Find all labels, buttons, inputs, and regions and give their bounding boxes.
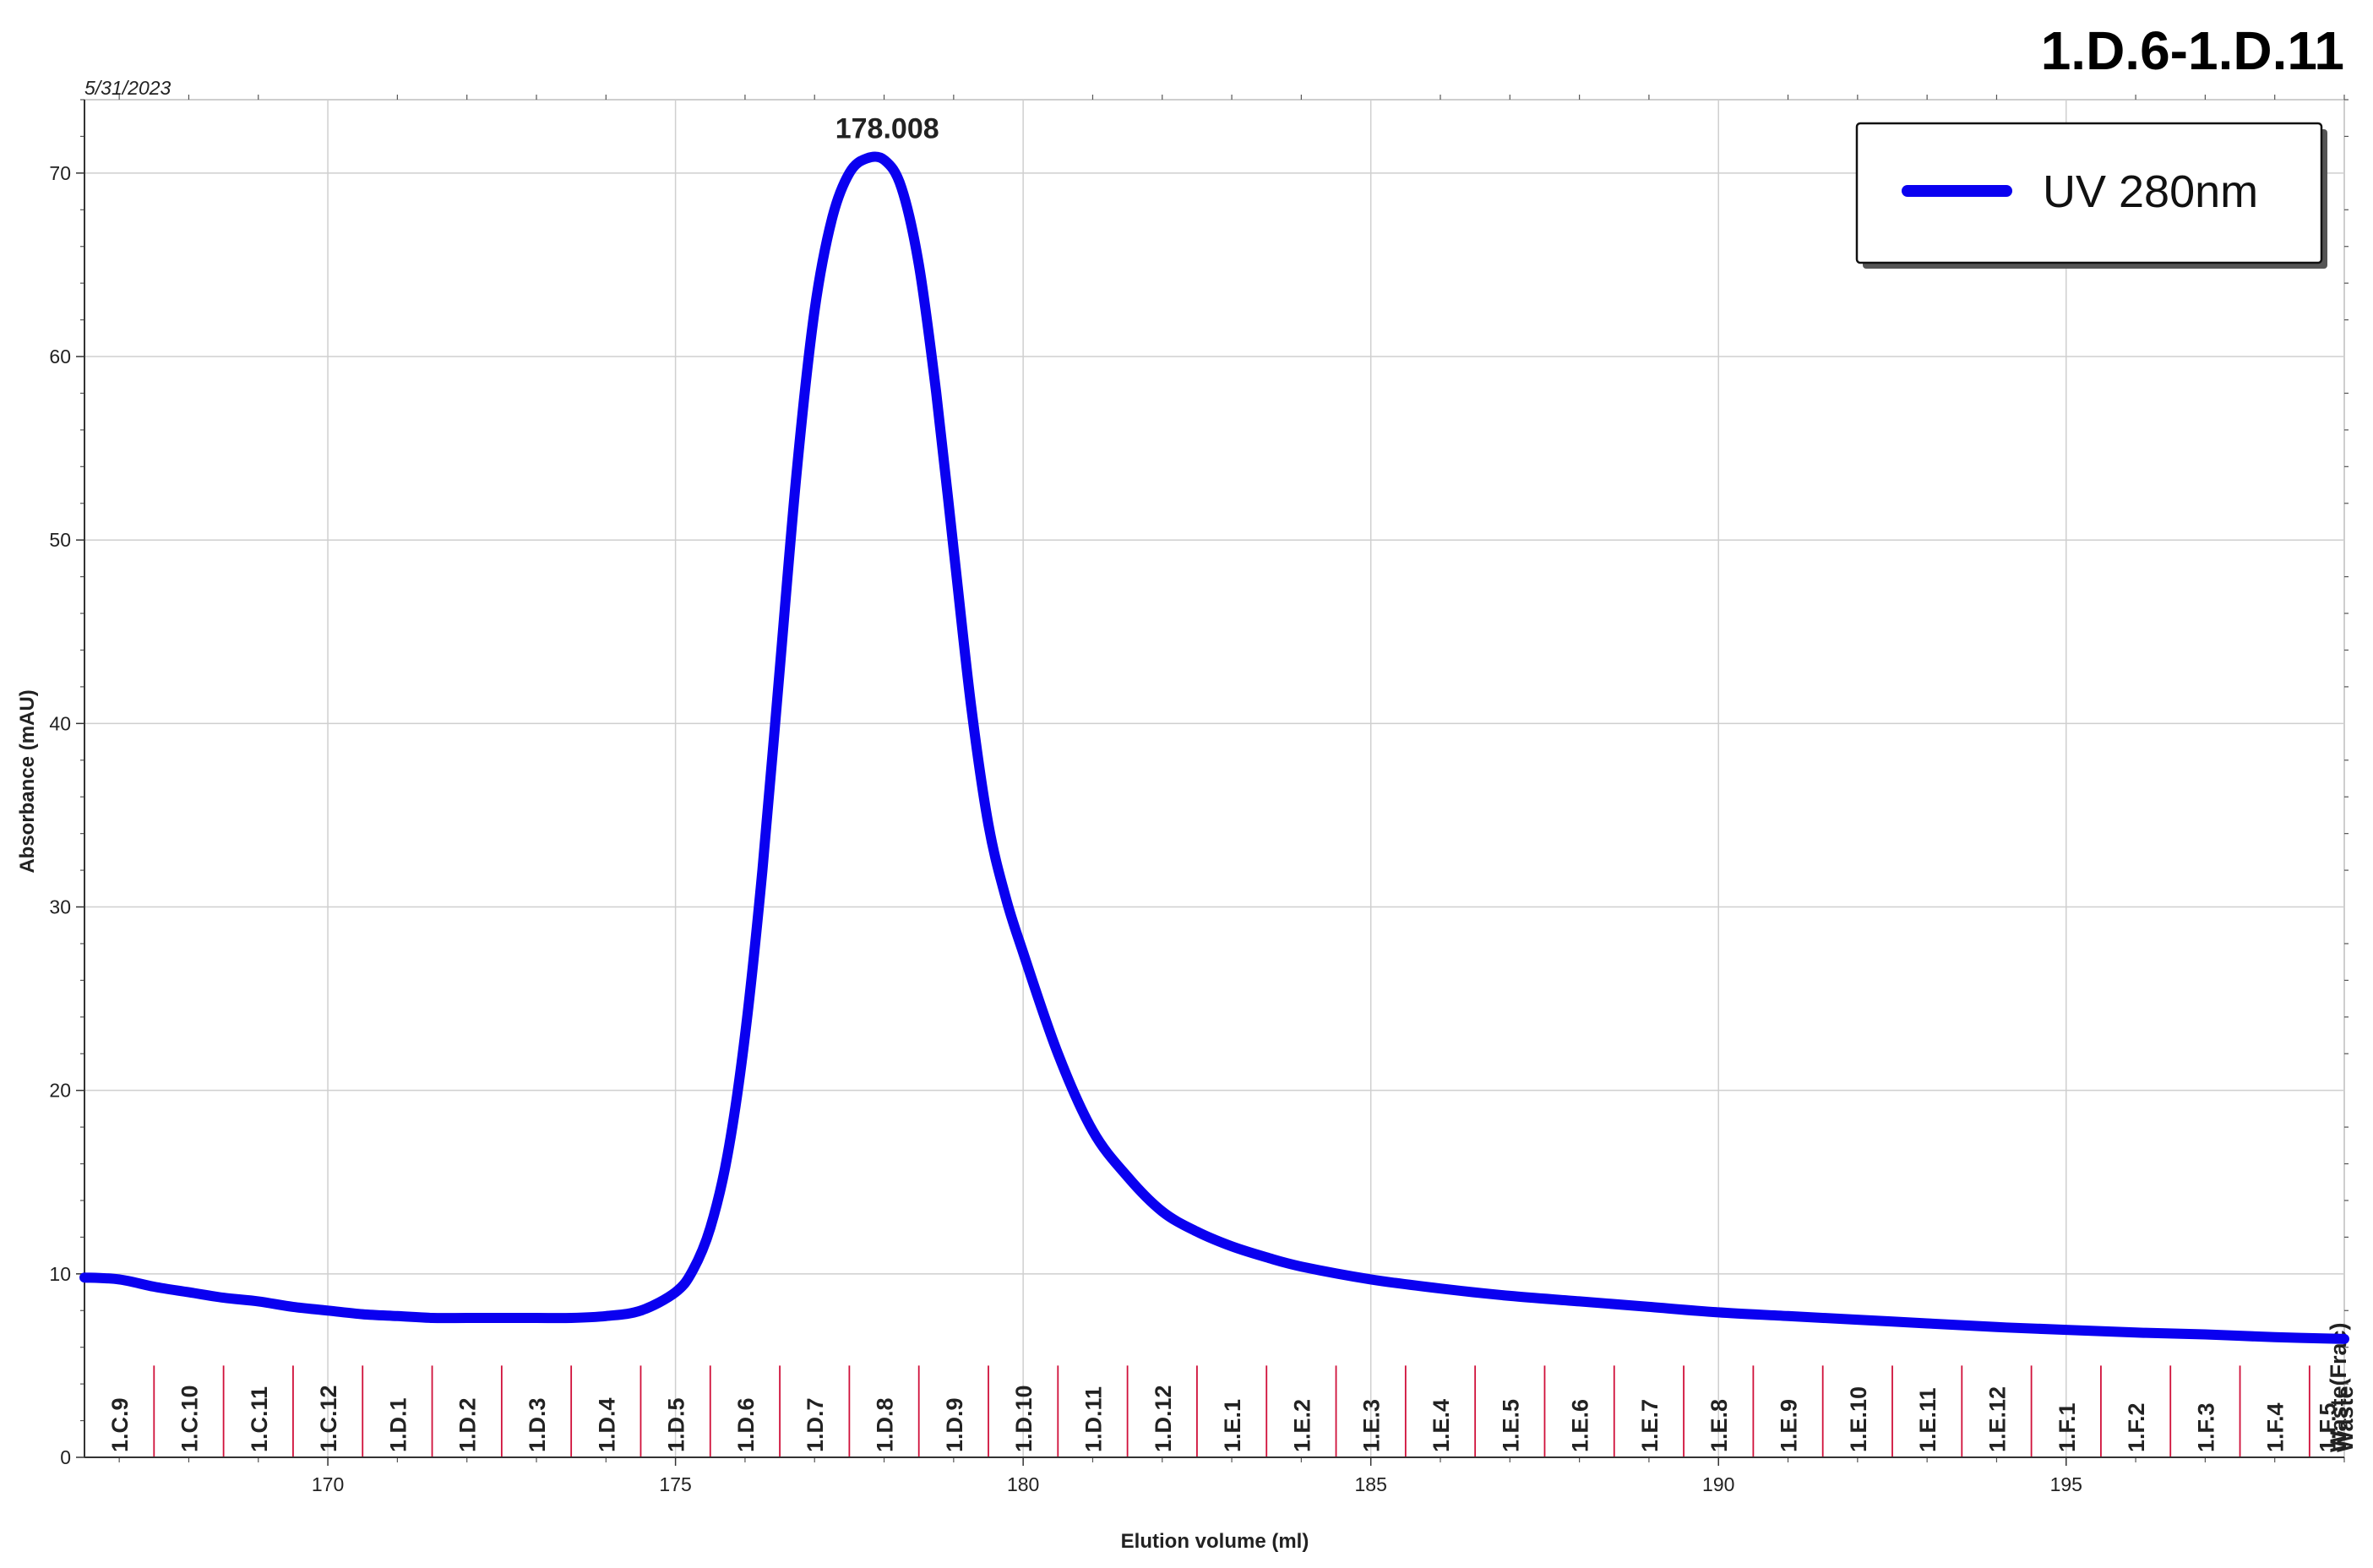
run-date: 5/31/2023: [84, 77, 171, 99]
fraction-label: Waste: [2332, 1386, 2358, 1452]
fraction-label: Waste(Frac): [2326, 1322, 2351, 1452]
y-tick-label: 60: [49, 346, 71, 368]
y-tick-label: 50: [49, 529, 71, 551]
chart-title: 1.D.6-1.D.11: [2041, 20, 2344, 81]
fraction-label: 1.E.8: [1706, 1399, 1732, 1452]
x-tick-label: 170: [312, 1473, 344, 1495]
fraction-label: 1.F.2: [2124, 1402, 2149, 1452]
x-tick-label: 175: [659, 1473, 691, 1495]
uv-280nm-line: [79, 151, 2349, 1344]
fraction-label: 1.F.3: [2193, 1402, 2218, 1452]
fraction-label: 1.D.4: [594, 1397, 619, 1452]
fraction-label: 1.E.1: [1220, 1399, 1245, 1452]
y-tick-label: 20: [49, 1080, 71, 1102]
fraction-label: 1.E.4: [1429, 1399, 1454, 1452]
fraction-label: 1.D.11: [1080, 1386, 1106, 1452]
legend: UV 280nm: [1855, 122, 2327, 269]
fraction-label: 1.D.9: [942, 1397, 967, 1452]
axes: 0 10 20 30 40 50 60 70 170 175 180 185 190 195: [49, 95, 2349, 1495]
fraction-label: 1.D.5: [664, 1397, 689, 1452]
fraction-label: 1.E.12: [1984, 1386, 2010, 1452]
fraction-label: 1.E.11: [1915, 1387, 1940, 1452]
fraction-label: 1.E.3: [1359, 1399, 1385, 1452]
fraction-label: 1.D.10: [1011, 1385, 1037, 1452]
fraction-label: 1.E.2: [1289, 1399, 1314, 1452]
fraction-label: 1.C.12: [316, 1385, 341, 1452]
y-tick-label: 30: [49, 896, 71, 918]
series-layer: [79, 151, 2349, 1344]
x-tick-label: 185: [1355, 1473, 1387, 1495]
y-axis-label: Absorbance (mAU): [16, 689, 39, 873]
y-tick-label: 40: [49, 712, 71, 734]
fraction-label: 1.C.10: [177, 1385, 202, 1452]
fraction-label: 1.C.11: [247, 1386, 272, 1452]
fraction-label: 1.D.6: [733, 1397, 759, 1452]
fraction-label: 1.F.5: [2315, 1402, 2340, 1452]
annotations: 178.008: [835, 112, 939, 144]
fraction-label: 1.E.5: [1498, 1399, 1523, 1452]
x-tick-label: 180: [1007, 1473, 1039, 1495]
fraction-label: 1.D.12: [1151, 1385, 1176, 1452]
fraction-label: 1.E.10: [1846, 1386, 1871, 1452]
fraction-label: 1.D.8: [873, 1397, 898, 1452]
fraction-label: 1.D.3: [525, 1397, 550, 1452]
fraction-label: 1.F.4: [2263, 1402, 2289, 1452]
fraction-label: 1.D.7: [803, 1397, 828, 1452]
fraction-label: 1.C.9: [107, 1397, 133, 1452]
y-tick-label: 70: [49, 162, 71, 184]
fraction-label: 1.E.9: [1777, 1399, 1802, 1452]
legend-box: [1855, 122, 2323, 264]
fraction-label: 1.F.1: [2055, 1402, 2080, 1452]
fraction-markers: 1.C.9 1.C.10 1.C.11 1.C.12 1.D.1 1.D.2 1.D.3 1.…: [107, 1322, 2358, 1457]
fraction-label: 1.D.2: [455, 1397, 481, 1452]
x-tick-label: 190: [1702, 1473, 1734, 1495]
fraction-label: 1.E.7: [1637, 1399, 1663, 1452]
fraction-label: 1.D.1: [385, 1397, 411, 1452]
y-tick-label: 0: [60, 1446, 71, 1468]
x-tick-label: 195: [2050, 1473, 2082, 1495]
peak-label: 178.008: [835, 112, 939, 144]
fraction-label: 1.E.6: [1568, 1399, 1593, 1452]
legend-entry-label: UV 280nm: [2043, 166, 2258, 217]
y-tick-label: 10: [49, 1263, 71, 1285]
x-axis-label: Elution volume (ml): [1121, 1530, 1309, 1553]
